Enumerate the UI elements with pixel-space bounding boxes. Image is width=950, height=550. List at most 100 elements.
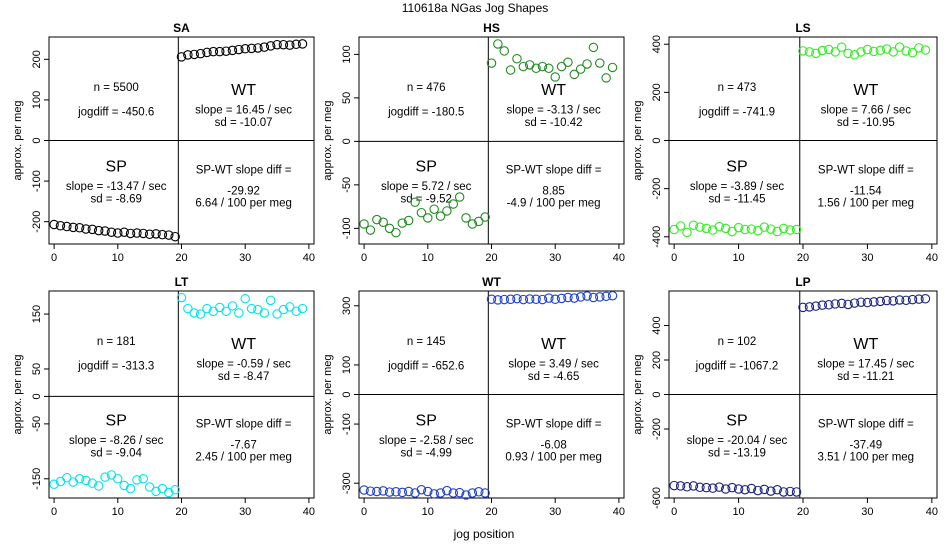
diff-per-meg: 6.64 / 100 per meg [195,198,292,210]
wt-point [875,45,886,55]
n-count: n = 476 [407,82,446,94]
wt-point [582,291,592,301]
wt-point [862,297,873,308]
sp-point [151,486,161,497]
y-axis-label: approx. per meg [322,100,334,180]
y-tick-label: 200 [651,83,663,101]
sp-label: SP [106,159,127,176]
wt-point [253,43,263,53]
x-tick-label: 10 [422,506,434,518]
sp-slope: slope = 5.72 / sec [381,181,472,193]
sp-point [442,485,452,496]
wt-point [804,47,815,57]
sp-point [467,219,478,229]
x-tick-label: 30 [861,506,873,518]
wt-label: WT [541,336,566,353]
y-tick-label: -100 [341,413,353,435]
wt-point [824,44,834,55]
sp-point [778,223,789,234]
wt-point [227,45,238,56]
sp-point [170,485,180,495]
sp-point [378,486,388,496]
sp-point [151,229,161,239]
n-count: n = 473 [718,82,757,94]
wt-point [914,294,924,304]
sp-point [701,223,712,234]
wt-point [499,46,509,56]
y-tick-label: 400 [651,35,663,53]
x-tick-label: 40 [926,506,938,518]
wt-point [259,42,270,52]
sp-point [675,481,686,491]
diff-value: -6.08 [541,439,567,451]
sp-slope: slope = -20.04 / sec [687,435,788,447]
wt-point [836,42,847,52]
sp-point [727,482,737,493]
wt-point [221,306,231,317]
sp-point [714,482,724,492]
sp-point [81,475,91,486]
data-points [359,39,618,238]
diff-label: SP-WT slope diff = [818,419,914,431]
x-tick-label: 10 [732,506,744,518]
sp-point [138,228,149,239]
panel-lp: LP 0 10 20 30 40 -600 -200 0 200 400 approx. per me… [632,275,938,518]
sp-point [391,227,401,238]
x-tick-label: 20 [797,506,809,518]
sp-label: SP [106,413,127,430]
sp-point [93,225,104,236]
wt-point [221,46,231,56]
data-points [49,292,308,498]
y-tick-label: -200 [651,418,663,440]
wt-point [234,44,244,55]
wt-point [189,49,199,60]
wt-point [234,308,244,318]
wt-point [291,39,301,50]
jogdiff: jogdiff = -450.6 [77,107,154,119]
x-tick-label: 10 [422,252,434,264]
sp-point [55,220,66,231]
y-tick-label: 200 [31,50,43,68]
wt-point [486,294,497,305]
sp-point [384,487,395,497]
jogdiff: jogdiff = -313.3 [77,361,154,373]
wt-point [285,302,295,312]
wt-point [601,291,611,302]
wt-point [888,47,898,57]
y-tick-label: -200 [651,178,663,200]
sp-point [170,231,180,242]
diff-label: SP-WT slope diff = [506,419,602,431]
wt-point [544,293,554,303]
sp-point [778,487,789,497]
wt-point [505,294,516,305]
wt-point [798,302,808,313]
sp-point [766,486,776,496]
sp-point [682,227,692,238]
x-tick-label: 30 [239,252,251,264]
data-points [359,290,618,500]
sp-sd: sd = -4.99 [400,448,451,460]
wt-point [804,302,815,312]
sp-point [701,482,712,493]
sp-label: SP [726,159,747,176]
x-tick-label: 0 [51,252,57,264]
wt-point [830,299,840,309]
sp-point [740,224,750,235]
wt-point [817,45,828,56]
wt-point [836,298,847,309]
sp-point [480,488,490,498]
sp-point [100,226,110,236]
sp-point [125,483,136,494]
x-tick-label: 20 [485,506,497,518]
panel-lt: LT 0 10 20 30 40 -150 -50 0 50 150 approx. per meg n… [12,275,315,518]
y-tick-label: 100 [31,91,43,109]
wt-label: WT [231,336,256,353]
x-tick-label: 0 [361,506,367,518]
sp-point [132,475,142,485]
data-points [669,294,931,497]
data-points [49,39,308,242]
wt-point [265,295,276,306]
sp-point [423,213,433,223]
wt-sd: sd = -11.21 [837,371,894,383]
wt-point [297,39,308,49]
